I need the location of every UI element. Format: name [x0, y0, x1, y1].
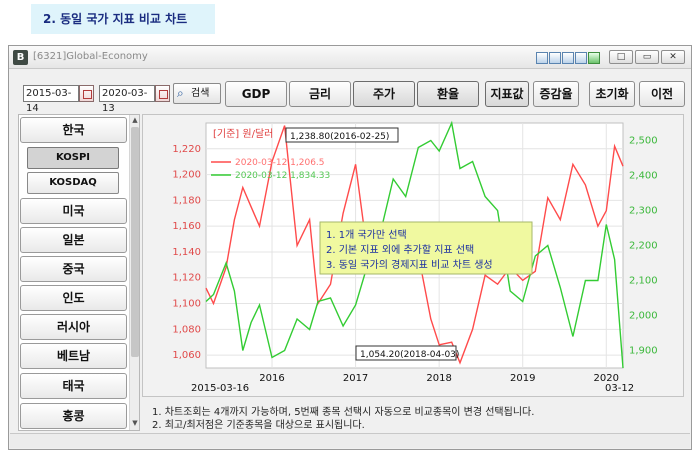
kospi-button[interactable]: KOSPI	[27, 147, 119, 169]
right-tick-label: 2,400	[629, 171, 658, 182]
global-economy-window: B [6321]Global-Economy □ ▭ ✕ 2015-03-14 …	[8, 45, 692, 450]
excel-icon[interactable]	[562, 52, 574, 64]
maximize-button[interactable]: ▭	[635, 50, 659, 64]
stock-button[interactable]: 주가	[353, 81, 415, 107]
country-button-russia[interactable]: 러시아	[20, 314, 127, 340]
end-date-label: 03-12	[605, 383, 634, 394]
print-icon[interactable]	[575, 52, 587, 64]
title-toolbar	[536, 52, 601, 64]
end-calendar-icon[interactable]	[155, 85, 170, 102]
gdp-button[interactable]: GDP	[225, 81, 287, 107]
step-banner: 2. 동일 국가 지표 비교 차트	[31, 4, 215, 34]
right-tick-label: 2,500	[629, 136, 658, 147]
search-button[interactable]: ⌕ 검색	[173, 83, 221, 104]
link-icon[interactable]	[536, 52, 548, 64]
country-button-korea[interactable]: 한국	[20, 117, 127, 143]
x-tick-label: 2017	[343, 373, 368, 384]
x-axis: 2016 2017 2018 2019 2020	[259, 373, 619, 384]
scroll-thumb[interactable]	[131, 127, 139, 357]
change-rate-button[interactable]: 증감율	[533, 81, 579, 107]
left-tick-label: 1,060	[172, 350, 201, 361]
minimize-button[interactable]: □	[609, 50, 633, 64]
left-tick-label: 1,160	[172, 221, 201, 232]
left-tick-label: 1,200	[172, 170, 201, 181]
right-tick-label: 2,100	[629, 276, 658, 287]
right-tick-label: 1,900	[629, 346, 658, 357]
search-button-label: 검색	[191, 88, 210, 99]
series-line-kospi	[205, 120, 624, 369]
help-icon[interactable]	[588, 52, 600, 64]
left-tick-label: 1,120	[172, 273, 201, 284]
window-icon[interactable]	[549, 52, 561, 64]
max-annotation: 1,238.80(2016-02-25)	[290, 132, 389, 142]
left-tick-label: 1,140	[172, 247, 201, 258]
kosdaq-button[interactable]: KOSDAQ	[27, 172, 119, 194]
x-tick-label: 2020	[594, 373, 619, 384]
chart-unit-label: [기준] 원/달러	[213, 128, 273, 140]
x-tick-label: 2018	[426, 373, 451, 384]
sidebar-scrollbar[interactable]: ▲ ▼	[129, 115, 139, 430]
country-button-china[interactable]: 중국	[20, 256, 127, 282]
close-button[interactable]: ✕	[661, 50, 685, 64]
start-calendar-icon[interactable]	[79, 85, 94, 102]
note-line-2: 2. 최고/최저점은 기준종목을 대상으로 표시됩니다.	[152, 420, 365, 431]
title-bar: B [6321]Global-Economy □ ▭ ✕	[9, 46, 691, 69]
previous-button[interactable]: 이전	[639, 81, 685, 107]
country-sidebar: 한국 KOSPI KOSDAQ 미국 일본 중국 인도 러시아 베트남 태국 홍…	[18, 114, 140, 431]
max-annotation-box	[285, 127, 399, 143]
scroll-down-icon[interactable]: ▼	[132, 419, 138, 427]
end-date-input[interactable]: 2020-03-13	[99, 85, 155, 114]
tooltip-line-1: 1. 1개 국가만 선택	[326, 229, 407, 241]
legend-green: 2020-03-12 1,834.33	[235, 171, 330, 181]
tooltip-line-2: 2. 기본 지표 외에 추가할 지표 선택	[326, 244, 474, 256]
country-button-japan[interactable]: 일본	[20, 227, 127, 253]
legend-red: 2020-03-12 1,206.5	[235, 158, 325, 168]
x-tick-label: 2016	[259, 373, 284, 384]
exchange-button[interactable]: 환율	[417, 81, 479, 107]
min-annotation-box	[355, 345, 457, 361]
right-axis: 2,500 2,400 2,300 2,200 2,100 2,000 1,900	[629, 136, 658, 357]
chart-panel: 1,220 1,200 1,180 1,160 1,140 1,120 1,100 1,080…	[142, 114, 684, 397]
left-axis: 1,220 1,200 1,180 1,160 1,140 1,120 1,100 1,080…	[172, 144, 201, 361]
window-title: [6321]Global-Economy	[33, 51, 148, 62]
tooltip-line-3: 3. 동일 국가의 경제지표 비교 차트 생성	[326, 258, 493, 271]
chart-legend: 2020-03-12 1,206.5 2020-03-12 1,834.33	[211, 158, 330, 181]
start-date-input[interactable]: 2015-03-14	[23, 85, 79, 114]
note-line-1: 1. 차트조회는 4개까지 가능하며, 5번째 종목 선택시 자동으로 비교종목…	[152, 407, 535, 418]
left-tick-label: 1,220	[172, 144, 201, 155]
interest-button[interactable]: 금리	[289, 81, 351, 107]
country-button-usa[interactable]: 미국	[20, 198, 127, 224]
comparison-chart: 1,220 1,200 1,180 1,160 1,140 1,120 1,100 1,080…	[172, 120, 658, 394]
country-button-vietnam[interactable]: 베트남	[20, 343, 127, 369]
left-tick-label: 1,080	[172, 324, 201, 335]
scroll-up-icon[interactable]: ▲	[132, 116, 138, 124]
instruction-tooltip	[319, 221, 533, 275]
reset-button[interactable]: 초기화	[589, 81, 635, 107]
country-button-india[interactable]: 인도	[20, 285, 127, 311]
left-tick-label: 1,100	[172, 299, 201, 310]
x-tick-label: 2019	[510, 373, 535, 384]
right-tick-label: 2,200	[629, 241, 658, 252]
start-date-label: 2015-03-16	[191, 383, 249, 394]
country-button-hongkong[interactable]: 홍콩	[20, 403, 127, 429]
country-button-thailand[interactable]: 태국	[20, 373, 127, 399]
min-annotation: 1,054.20(2018-04-03)	[360, 350, 459, 360]
magnifier-icon: ⌕	[177, 86, 184, 100]
right-tick-label: 2,000	[629, 311, 658, 322]
app-b-icon: B	[13, 50, 28, 65]
left-tick-label: 1,180	[172, 195, 201, 206]
right-tick-label: 2,300	[629, 206, 658, 217]
indicator-value-button[interactable]: 지표값	[485, 81, 529, 107]
status-bar	[10, 433, 690, 448]
